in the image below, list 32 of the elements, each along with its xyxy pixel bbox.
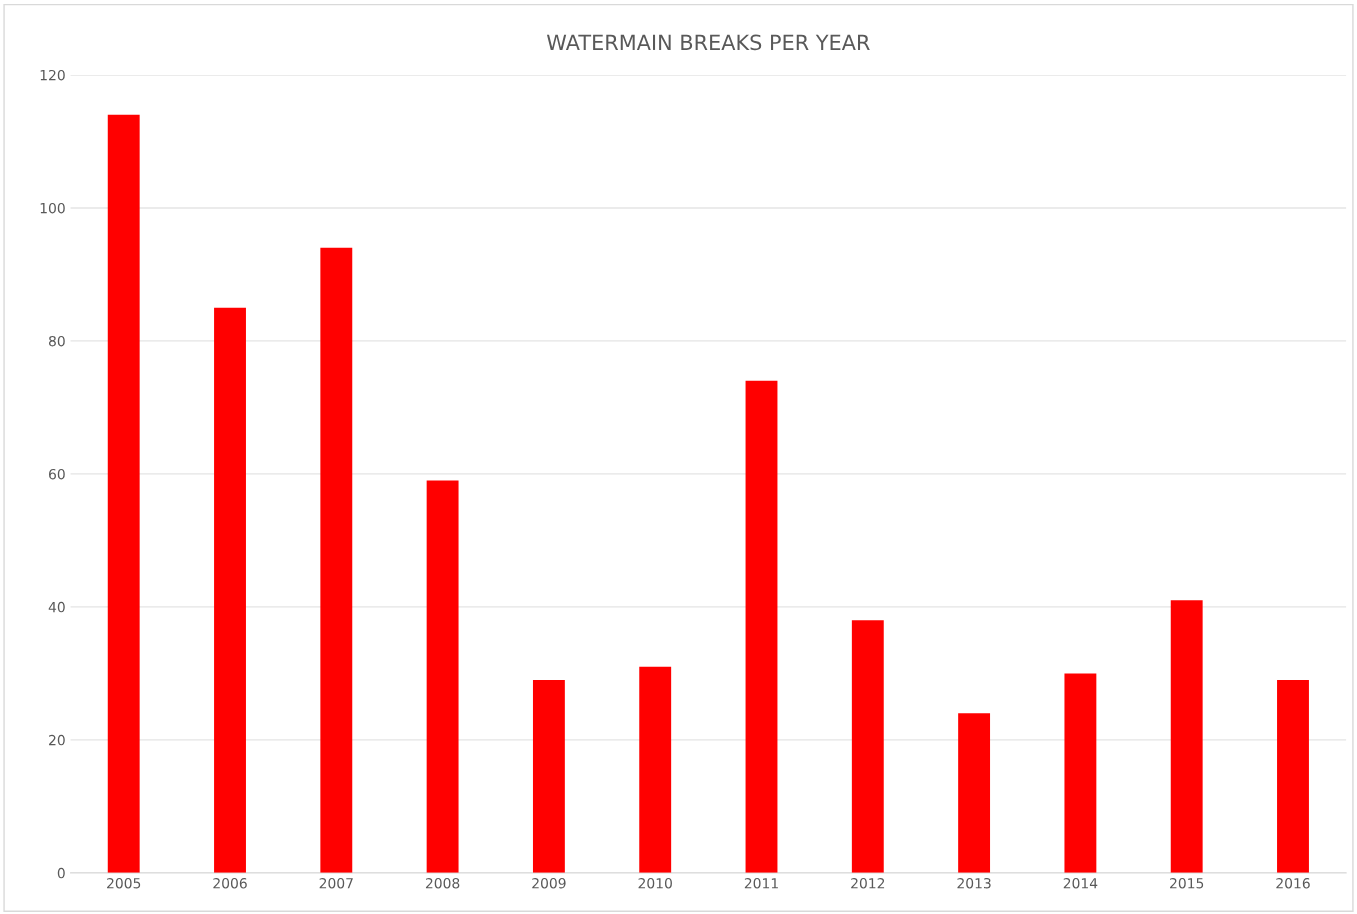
x-tick-label: 2005 <box>107 877 141 889</box>
bar <box>745 380 778 873</box>
x-tick-label: 2016 <box>1276 877 1310 889</box>
bar <box>851 620 884 873</box>
bar <box>532 680 565 873</box>
y-tick-label: 40 <box>48 601 65 613</box>
x-tick-label: 2006 <box>213 877 247 889</box>
bar <box>1277 680 1309 873</box>
x-tick-label: 2011 <box>744 877 778 889</box>
x-tick-label: 2008 <box>425 877 460 889</box>
chart-title: WATERMAIN BREAKS PER YEAR <box>546 34 870 51</box>
y-tick-label: 80 <box>48 335 65 347</box>
x-tick-label: 2007 <box>319 877 353 889</box>
y-tick-label: 120 <box>40 69 65 81</box>
x-tick-label: 2009 <box>532 877 566 889</box>
x-tick-label: 2014 <box>1063 877 1098 889</box>
x-tick-label: 2015 <box>1170 877 1204 889</box>
y-tick-label: 60 <box>49 468 65 480</box>
bar <box>1170 600 1203 873</box>
bar <box>426 480 459 873</box>
x-tick-label: 2013 <box>957 877 991 889</box>
y-tick-label: 100 <box>40 202 65 214</box>
bar <box>958 713 991 873</box>
bar <box>320 247 353 873</box>
y-tick-label: 0 <box>57 867 65 879</box>
bar <box>639 666 672 873</box>
bar <box>214 307 246 873</box>
x-tick-label: 2010 <box>638 877 672 889</box>
bar <box>107 114 140 873</box>
bar <box>1064 673 1097 873</box>
y-tick-label: 20 <box>49 734 65 746</box>
x-tick-label: 2012 <box>851 877 885 889</box>
